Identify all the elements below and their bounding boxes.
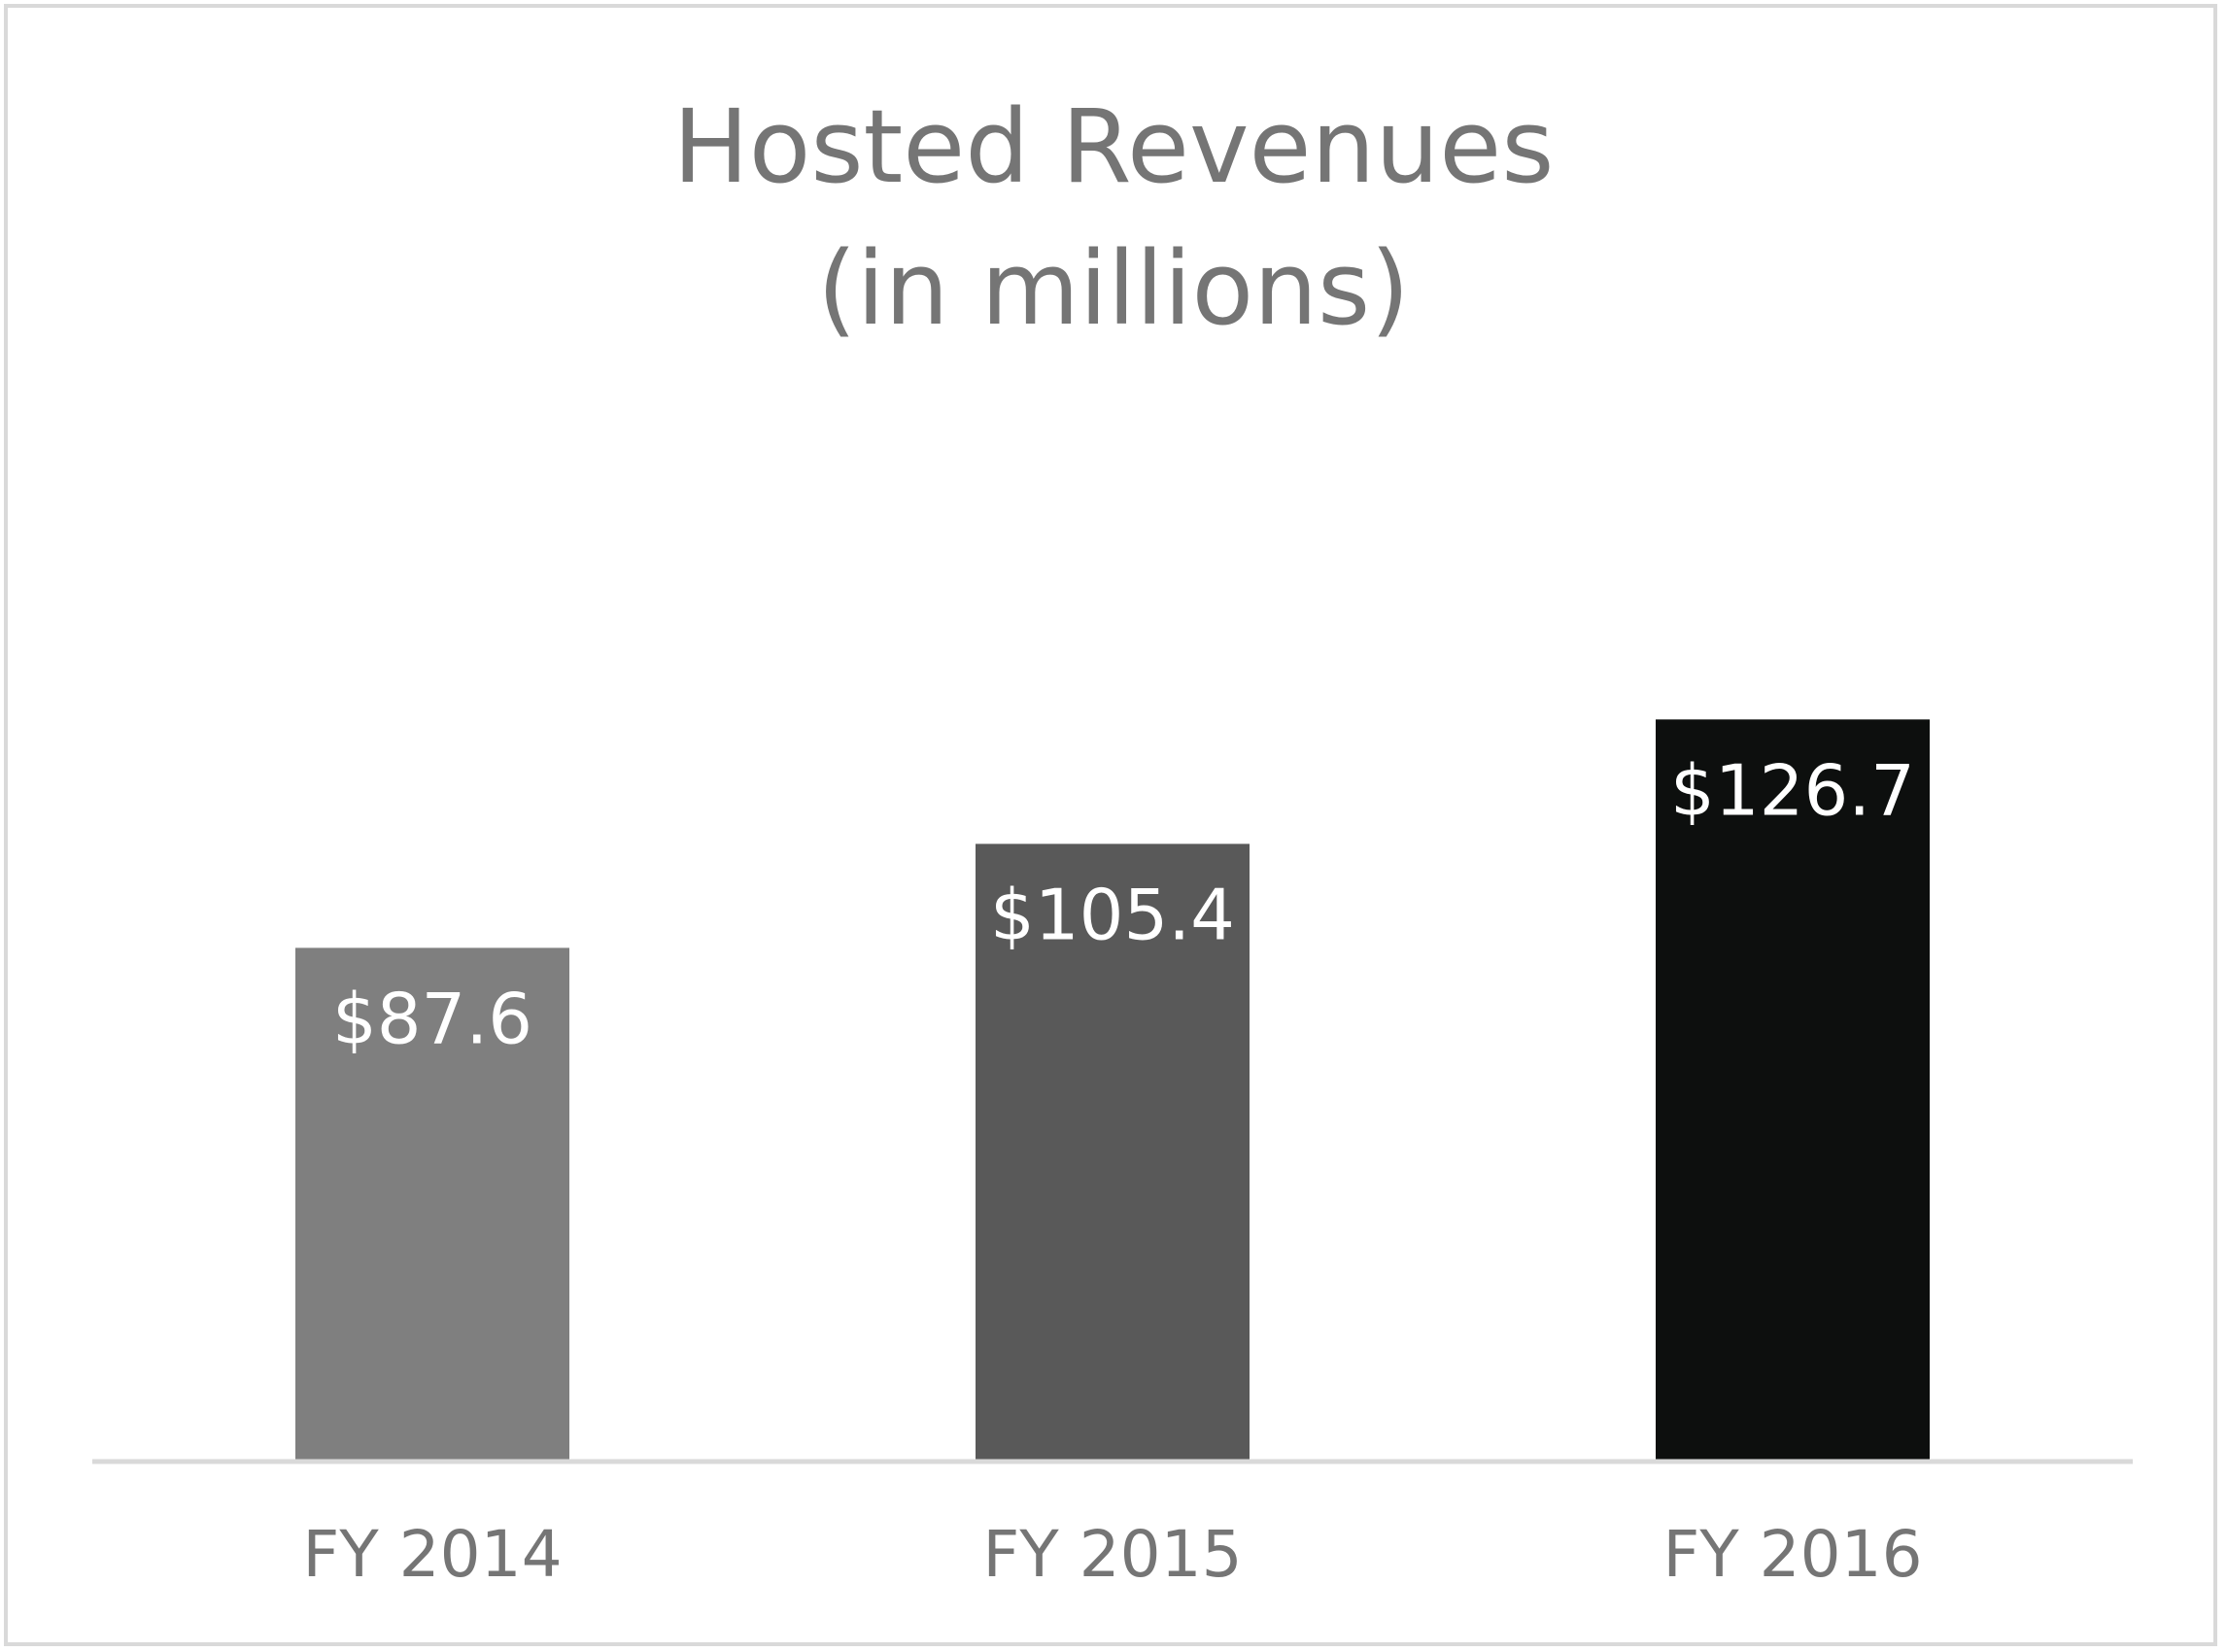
bar-fy-2015	[976, 843, 1250, 1460]
x-tick-label: FY 2016	[1662, 1517, 1922, 1592]
chart-title-line-2: (in millions)	[817, 229, 1410, 348]
bar-fy-2014	[295, 947, 569, 1460]
bar-value-label: $105.4	[990, 874, 1235, 955]
x-tick-label: FY 2014	[302, 1517, 562, 1592]
x-tick-label: FY 2015	[982, 1517, 1242, 1592]
bars-group: $87.6 $105.4 $126.7	[295, 719, 1930, 1460]
bar-value-label: $126.7	[1670, 749, 1915, 831]
chart-title: Hosted Revenues (in millions)	[0, 76, 2227, 360]
tick-labels-group: FY 2014 FY 2015 FY 2016	[302, 1517, 1922, 1592]
chart-title-line-1: Hosted Revenues	[672, 87, 1555, 206]
bar-fy-2016	[1656, 719, 1930, 1460]
bar-value-label: $87.6	[332, 978, 532, 1059]
